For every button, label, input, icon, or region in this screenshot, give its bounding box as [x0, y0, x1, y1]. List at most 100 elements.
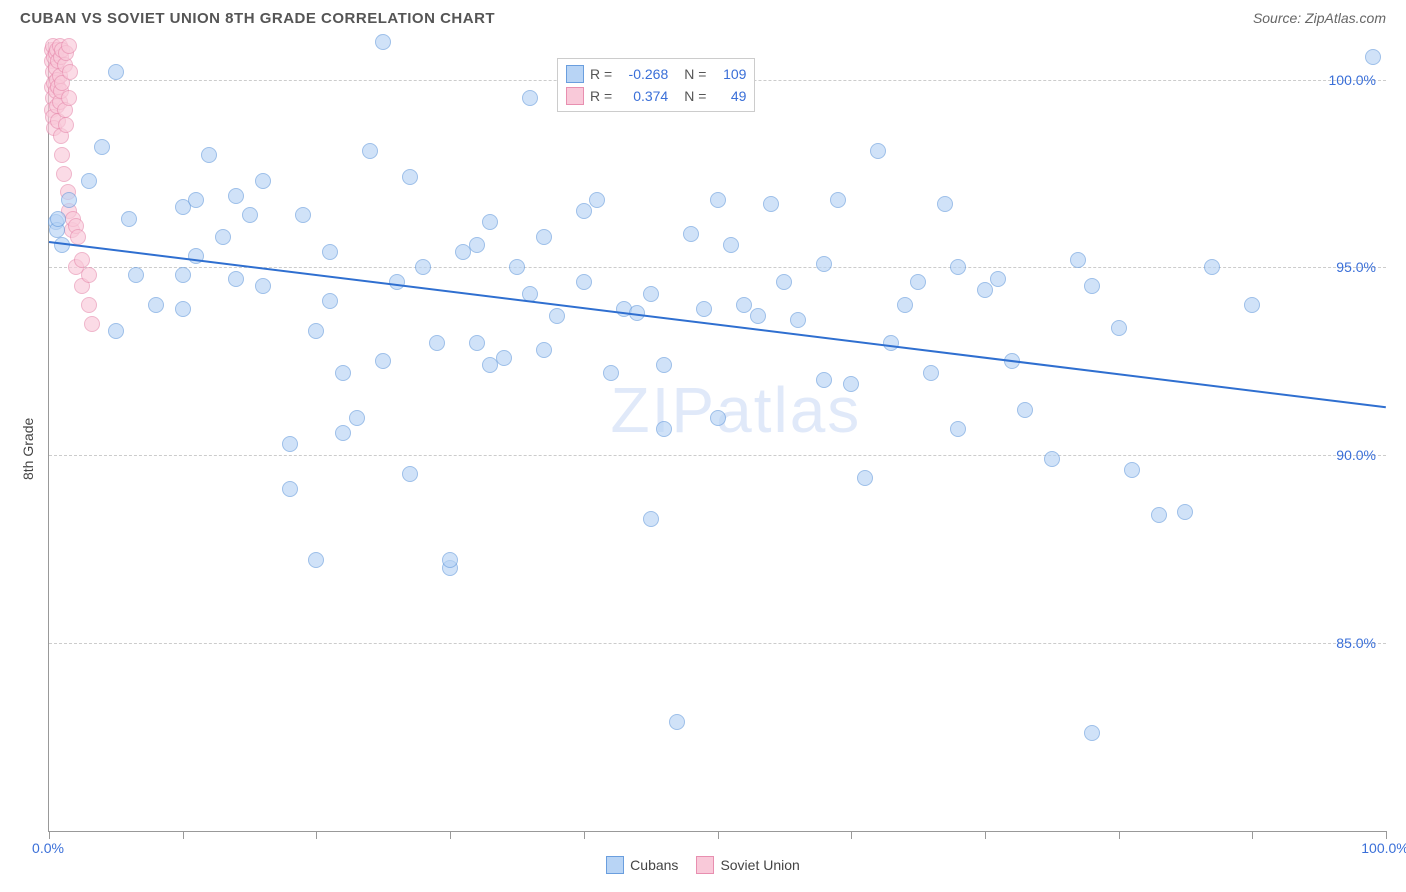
- data-point-cuban[interactable]: [228, 271, 244, 287]
- data-point-cuban[interactable]: [1111, 320, 1127, 336]
- data-point-cuban[interactable]: [335, 365, 351, 381]
- data-point-cuban[interactable]: [710, 410, 726, 426]
- data-point-cuban[interactable]: [710, 192, 726, 208]
- data-point-cuban[interactable]: [402, 169, 418, 185]
- data-point-soviet[interactable]: [81, 267, 97, 283]
- data-point-cuban[interactable]: [589, 192, 605, 208]
- data-point-cuban[interactable]: [1084, 725, 1100, 741]
- data-point-cuban[interactable]: [335, 425, 351, 441]
- data-point-cuban[interactable]: [1244, 297, 1260, 313]
- data-point-cuban[interactable]: [362, 143, 378, 159]
- data-point-cuban[interactable]: [375, 34, 391, 50]
- data-point-cuban[interactable]: [870, 143, 886, 159]
- data-point-soviet[interactable]: [74, 252, 90, 268]
- data-point-cuban[interactable]: [536, 342, 552, 358]
- data-point-cuban[interactable]: [228, 188, 244, 204]
- data-point-cuban[interactable]: [349, 410, 365, 426]
- data-point-cuban[interactable]: [81, 173, 97, 189]
- data-point-cuban[interactable]: [696, 301, 712, 317]
- data-point-cuban[interactable]: [282, 481, 298, 497]
- data-point-cuban[interactable]: [576, 274, 592, 290]
- data-point-cuban[interactable]: [255, 173, 271, 189]
- data-point-cuban[interactable]: [496, 350, 512, 366]
- data-point-cuban[interactable]: [603, 365, 619, 381]
- data-point-cuban[interactable]: [549, 308, 565, 324]
- data-point-cuban[interactable]: [723, 237, 739, 253]
- data-point-cuban[interactable]: [188, 192, 204, 208]
- data-point-cuban[interactable]: [950, 259, 966, 275]
- data-point-cuban[interactable]: [175, 301, 191, 317]
- data-point-cuban[interactable]: [1151, 507, 1167, 523]
- data-point-cuban[interactable]: [1365, 49, 1381, 65]
- data-point-cuban[interactable]: [442, 552, 458, 568]
- data-point-cuban[interactable]: [736, 297, 752, 313]
- data-point-cuban[interactable]: [1070, 252, 1086, 268]
- data-point-cuban[interactable]: [763, 196, 779, 212]
- data-point-soviet[interactable]: [84, 316, 100, 332]
- data-point-cuban[interactable]: [750, 308, 766, 324]
- data-point-cuban[interactable]: [482, 214, 498, 230]
- data-point-cuban[interactable]: [175, 267, 191, 283]
- data-point-cuban[interactable]: [816, 372, 832, 388]
- data-point-cuban[interactable]: [897, 297, 913, 313]
- data-point-cuban[interactable]: [108, 64, 124, 80]
- data-point-cuban[interactable]: [128, 267, 144, 283]
- data-point-cuban[interactable]: [950, 421, 966, 437]
- data-point-cuban[interactable]: [857, 470, 873, 486]
- data-point-cuban[interactable]: [910, 274, 926, 290]
- data-point-cuban[interactable]: [656, 421, 672, 437]
- data-point-cuban[interactable]: [322, 293, 338, 309]
- data-point-cuban[interactable]: [522, 90, 538, 106]
- data-point-soviet[interactable]: [61, 90, 77, 106]
- data-point-soviet[interactable]: [62, 64, 78, 80]
- data-point-cuban[interactable]: [255, 278, 271, 294]
- data-point-cuban[interactable]: [883, 335, 899, 351]
- data-point-soviet[interactable]: [58, 117, 74, 133]
- data-point-cuban[interactable]: [1177, 504, 1193, 520]
- data-point-cuban[interactable]: [415, 259, 431, 275]
- data-point-cuban[interactable]: [61, 192, 77, 208]
- data-point-cuban[interactable]: [282, 436, 298, 452]
- data-point-cuban[interactable]: [1017, 402, 1033, 418]
- data-point-cuban[interactable]: [576, 203, 592, 219]
- data-point-cuban[interactable]: [469, 335, 485, 351]
- data-point-cuban[interactable]: [1044, 451, 1060, 467]
- data-point-cuban[interactable]: [643, 286, 659, 302]
- data-point-cuban[interactable]: [94, 139, 110, 155]
- data-point-cuban[interactable]: [790, 312, 806, 328]
- data-point-cuban[interactable]: [1124, 462, 1140, 478]
- data-point-cuban[interactable]: [469, 237, 485, 253]
- data-point-cuban[interactable]: [683, 226, 699, 242]
- data-point-cuban[interactable]: [429, 335, 445, 351]
- data-point-cuban[interactable]: [375, 353, 391, 369]
- data-point-cuban[interactable]: [937, 196, 953, 212]
- data-point-soviet[interactable]: [61, 38, 77, 54]
- data-point-cuban[interactable]: [50, 211, 66, 227]
- data-point-cuban[interactable]: [242, 207, 258, 223]
- data-point-cuban[interactable]: [108, 323, 124, 339]
- data-point-cuban[interactable]: [656, 357, 672, 373]
- data-point-cuban[interactable]: [830, 192, 846, 208]
- data-point-cuban[interactable]: [923, 365, 939, 381]
- data-point-cuban[interactable]: [295, 207, 311, 223]
- data-point-cuban[interactable]: [402, 466, 418, 482]
- data-point-cuban[interactable]: [322, 244, 338, 260]
- data-point-cuban[interactable]: [643, 511, 659, 527]
- data-point-cuban[interactable]: [148, 297, 164, 313]
- data-point-cuban[interactable]: [308, 323, 324, 339]
- data-point-cuban[interactable]: [816, 256, 832, 272]
- data-point-cuban[interactable]: [776, 274, 792, 290]
- data-point-cuban[interactable]: [1204, 259, 1220, 275]
- data-point-cuban[interactable]: [308, 552, 324, 568]
- data-point-soviet[interactable]: [56, 166, 72, 182]
- data-point-cuban[interactable]: [843, 376, 859, 392]
- data-point-cuban[interactable]: [201, 147, 217, 163]
- data-point-soviet[interactable]: [54, 147, 70, 163]
- data-point-cuban[interactable]: [669, 714, 685, 730]
- data-point-cuban[interactable]: [215, 229, 231, 245]
- data-point-cuban[interactable]: [1084, 278, 1100, 294]
- data-point-cuban[interactable]: [977, 282, 993, 298]
- data-point-cuban[interactable]: [509, 259, 525, 275]
- data-point-cuban[interactable]: [121, 211, 137, 227]
- data-point-cuban[interactable]: [536, 229, 552, 245]
